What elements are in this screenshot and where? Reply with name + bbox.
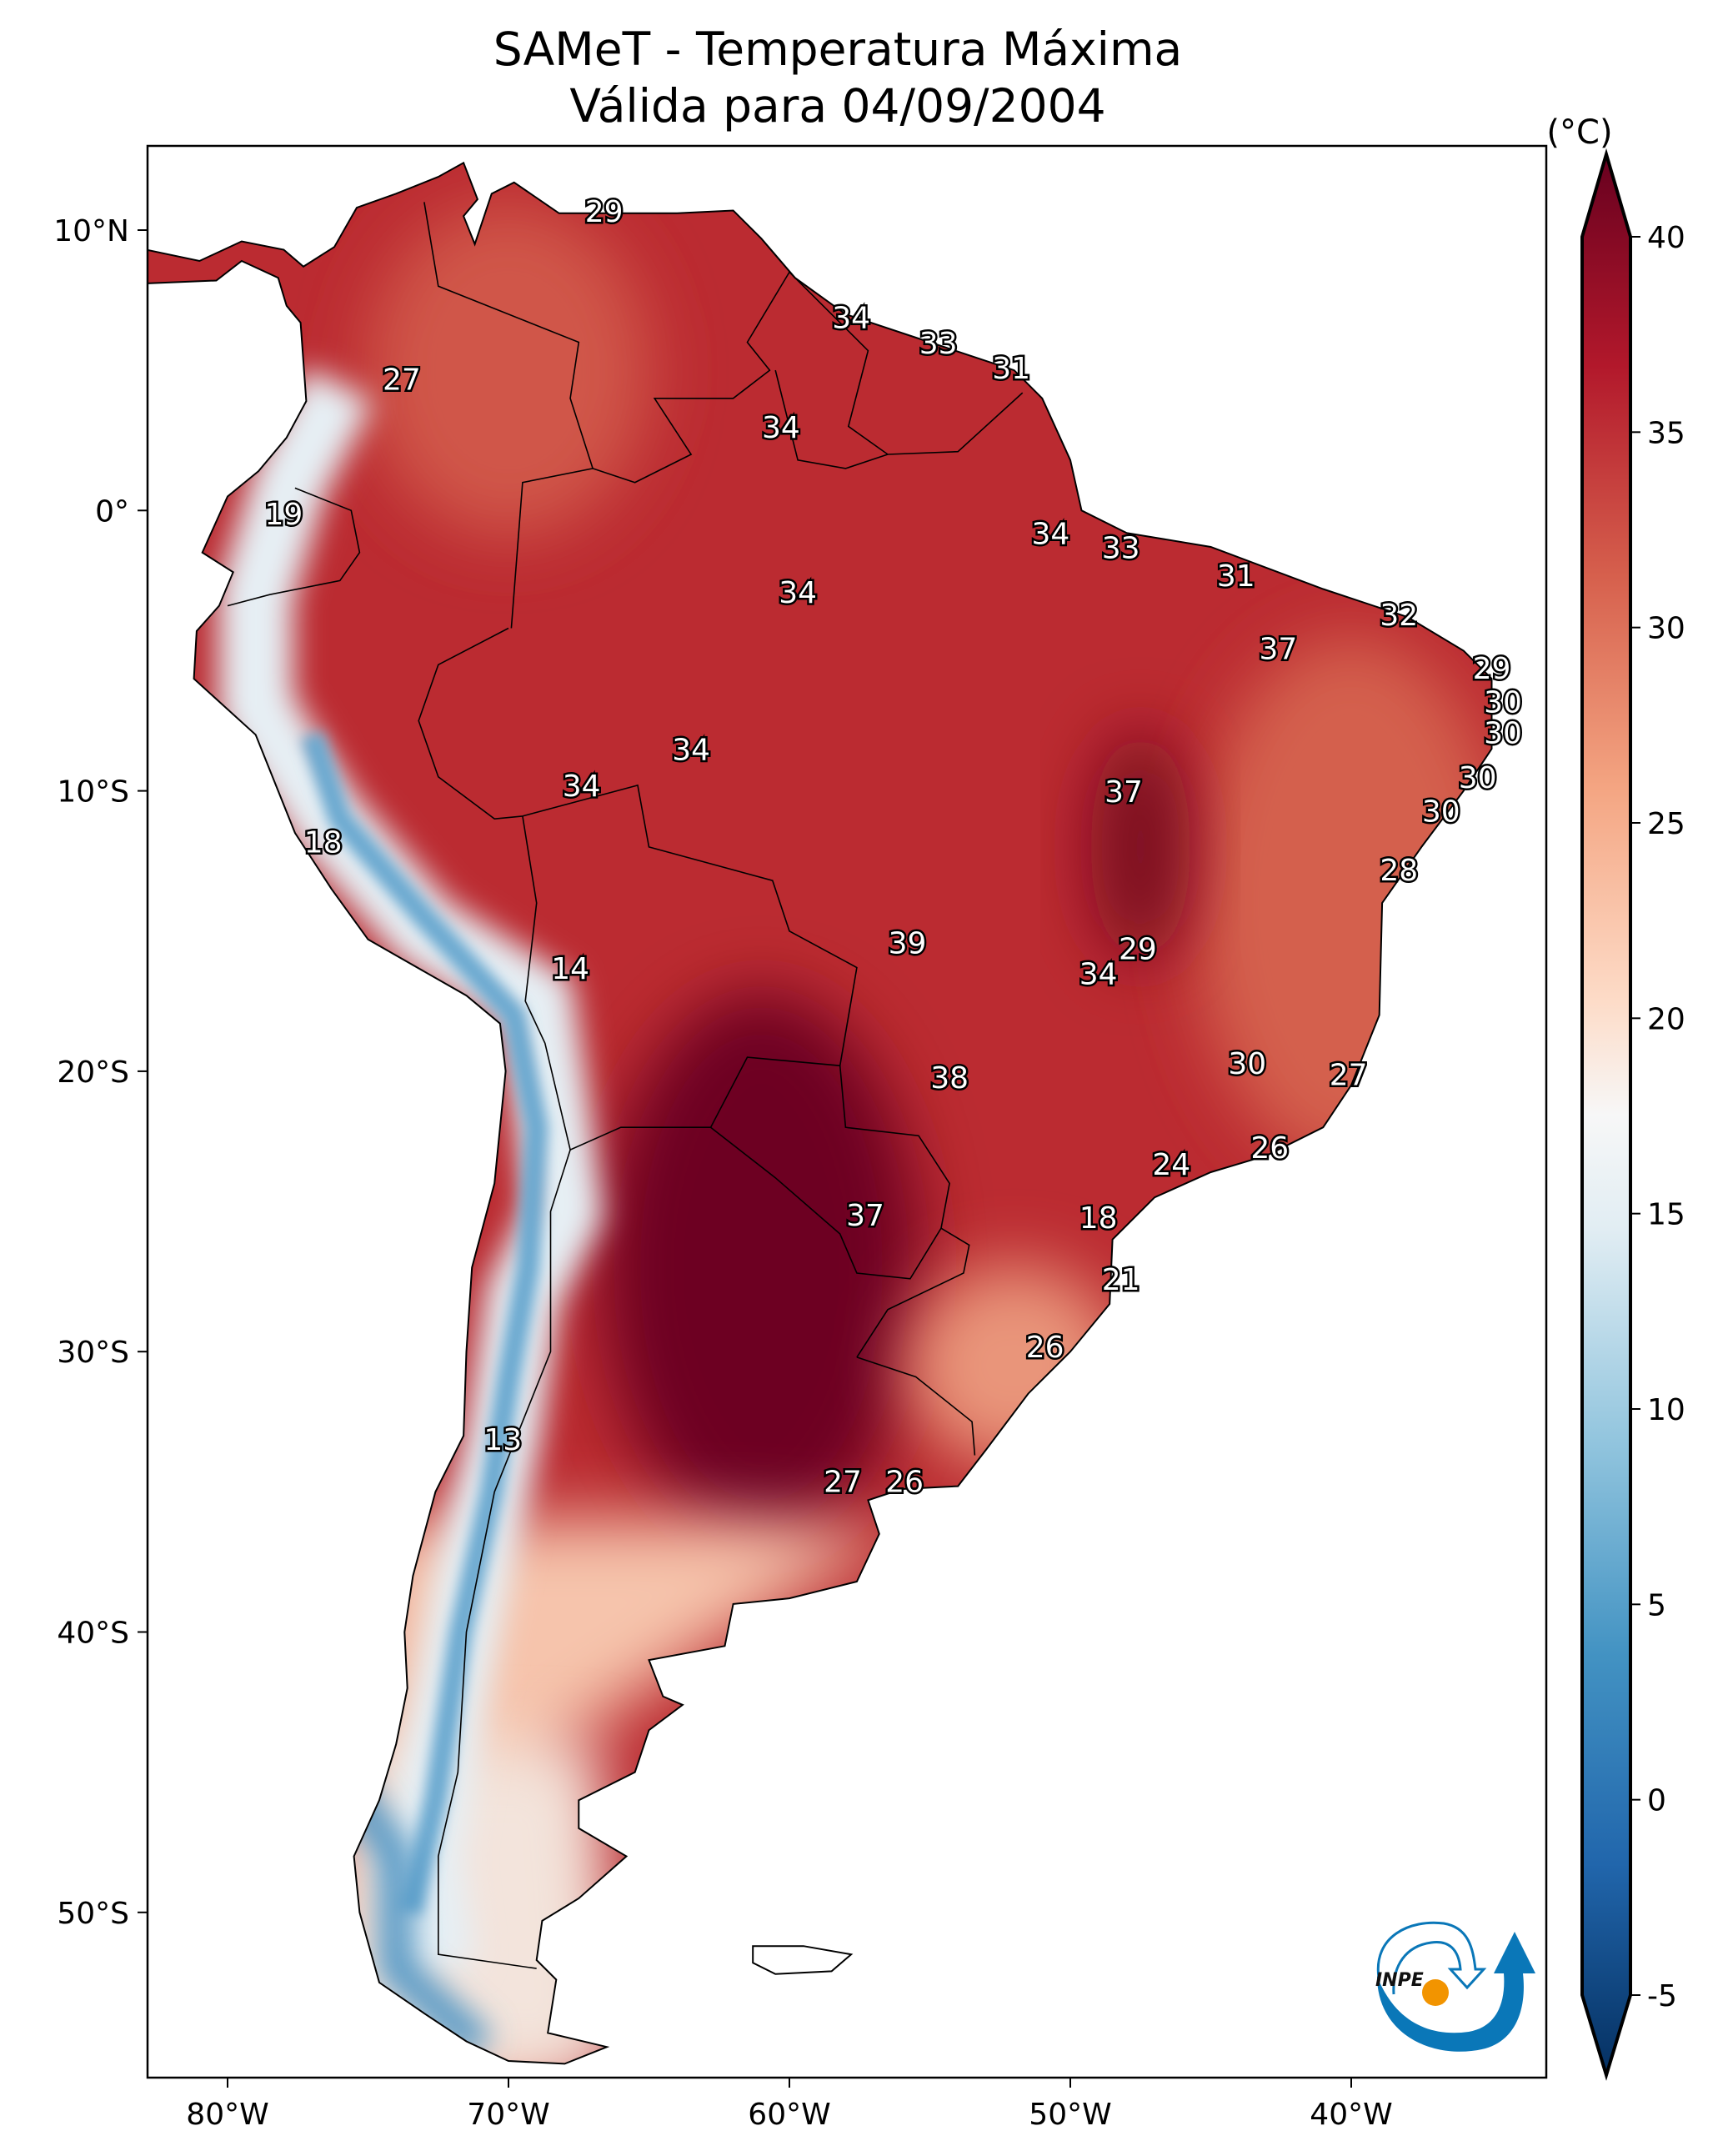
y-axis-ticks: 10°N 0° 10°S 20°S 30°S 40°S 50°S xyxy=(53,214,148,1931)
country-border xyxy=(418,627,523,820)
hot-core xyxy=(603,992,920,1543)
x-tick-label: 50°W xyxy=(1029,2098,1111,2132)
station-label: 30 xyxy=(1459,761,1497,795)
south-brazil-mild xyxy=(905,1266,1123,1467)
y-tick-label: 0° xyxy=(95,494,129,529)
x-tick-label: 40°W xyxy=(1310,2098,1392,2132)
colorbar-tick-label: 30 xyxy=(1647,612,1685,646)
station-label: 31 xyxy=(1217,559,1255,594)
station-label: 30 xyxy=(1422,795,1460,830)
country-border xyxy=(856,1356,976,1456)
y-tick-label: 50°S xyxy=(57,1897,129,1931)
y-tick-label: 10°N xyxy=(53,214,129,248)
colorbar: (°C) 40 35 30 25 20 15 10 5 0 -5 xyxy=(1546,113,1685,2081)
y-tick-label: 30°S xyxy=(57,1336,129,1370)
chart-subtitle: Válida para 04/09/2004 xyxy=(569,79,1105,133)
station-label: 24 xyxy=(1152,1148,1190,1182)
station-label: 13 xyxy=(483,1423,522,1457)
station-label: 34 xyxy=(779,576,817,610)
chart-title: SAMeT - Temperatura Máxima xyxy=(493,23,1182,76)
country-borders xyxy=(227,202,1024,1969)
station-label: 34 xyxy=(1031,518,1069,552)
station-label: 34 xyxy=(1079,958,1118,992)
station-label: 26 xyxy=(1250,1131,1289,1166)
hot-tocantins xyxy=(1090,730,1191,964)
x-tick-label: 80°W xyxy=(186,2098,268,2132)
map-frame xyxy=(146,144,1548,2079)
logo-text: INPE xyxy=(1375,1970,1424,1991)
colorbar-tick-label: 15 xyxy=(1647,1198,1685,1232)
station-label: 30 xyxy=(1228,1047,1266,1081)
logo-sun xyxy=(1422,1979,1449,2006)
station-label: 29 xyxy=(585,195,624,229)
station-label: 27 xyxy=(824,1465,862,1499)
country-border xyxy=(438,1149,571,1969)
y-tick-label: 40°S xyxy=(57,1617,129,1651)
station-label: 26 xyxy=(885,1465,924,1499)
station-label: 37 xyxy=(1104,775,1143,810)
station-label: 29 xyxy=(1473,652,1511,686)
country-border xyxy=(227,487,361,607)
country-border xyxy=(856,1227,970,1358)
station-label: 33 xyxy=(919,327,958,361)
station-label: 37 xyxy=(1259,633,1297,667)
station-label: 27 xyxy=(1330,1059,1368,1093)
falkland-islands xyxy=(752,1945,854,1975)
colorbar-tick-label: 5 xyxy=(1647,1588,1666,1622)
country-border xyxy=(592,271,790,484)
station-label: 28 xyxy=(1380,854,1418,888)
country-border xyxy=(423,202,594,629)
colorbar-unit: (°C) xyxy=(1546,113,1612,152)
station-label: 18 xyxy=(304,826,343,860)
station-label: 18 xyxy=(1079,1201,1118,1236)
station-label: 21 xyxy=(1102,1263,1140,1297)
colorbar-tick-label: 40 xyxy=(1647,221,1685,255)
colorbar-body xyxy=(1580,148,1632,2081)
colombia-warm xyxy=(367,203,650,538)
andes-cold xyxy=(300,730,548,1915)
colorbar-tick-label: 35 xyxy=(1647,416,1685,450)
colorbar-tick-label: 10 xyxy=(1647,1393,1685,1427)
station-label: 37 xyxy=(846,1199,884,1233)
country-border xyxy=(710,1065,950,1280)
logo-swoosh xyxy=(1377,1932,1535,2052)
colorbar-tick-label: 20 xyxy=(1647,1002,1685,1036)
country-border xyxy=(522,784,858,1151)
colorbar-tick-label: -5 xyxy=(1647,1979,1677,2013)
y-tick-label: 10°S xyxy=(57,775,129,810)
station-label: 26 xyxy=(1026,1331,1064,1365)
station-label: 34 xyxy=(563,770,601,804)
station-label: 38 xyxy=(930,1061,969,1096)
x-axis-ticks: 80°W 70°W 60°W 50°W 40°W xyxy=(186,2078,1393,2132)
y-tick-label: 20°S xyxy=(57,1055,129,1090)
station-label: 34 xyxy=(672,734,710,768)
station-label: 33 xyxy=(1102,531,1140,565)
station-label: 34 xyxy=(762,411,800,445)
station-label: 31 xyxy=(992,352,1030,386)
station-label: 30 xyxy=(1484,685,1522,720)
station-label: 27 xyxy=(383,364,421,398)
station-label: 30 xyxy=(1484,716,1522,750)
inpe-logo: INPE xyxy=(1375,1921,1535,2052)
x-tick-label: 60°W xyxy=(748,2098,830,2132)
station-label: 19 xyxy=(264,498,303,532)
coastline xyxy=(148,161,1493,2065)
country-border xyxy=(789,271,1024,455)
x-tick-label: 70°W xyxy=(467,2098,549,2132)
colorbar-tick-label: 25 xyxy=(1647,807,1685,841)
colorbar-ticks: 40 35 30 25 20 15 10 5 0 -5 xyxy=(1630,221,1685,2013)
station-label: 39 xyxy=(889,927,927,961)
logo-arc xyxy=(1376,1921,1487,1995)
country-border xyxy=(774,369,889,469)
colorbar-tick-label: 0 xyxy=(1647,1784,1666,1818)
station-label: 34 xyxy=(832,302,870,336)
station-label: 14 xyxy=(551,952,589,986)
station-label: 29 xyxy=(1119,932,1157,966)
station-label: 32 xyxy=(1380,599,1418,633)
